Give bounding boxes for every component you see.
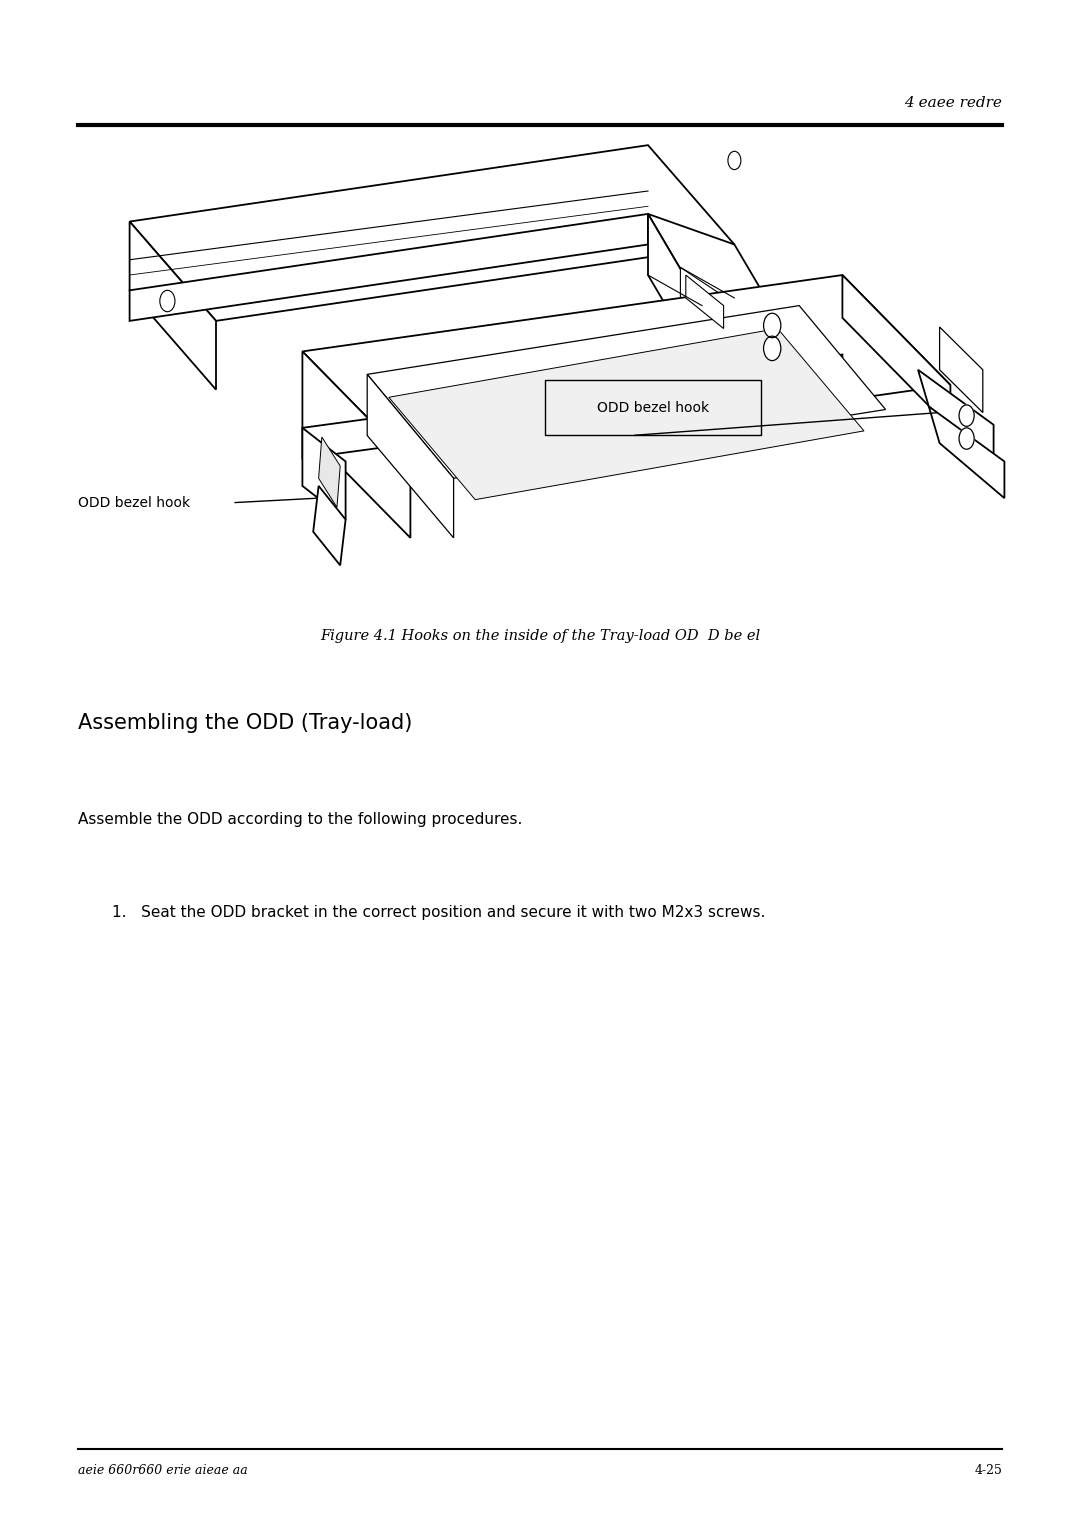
Polygon shape <box>302 428 346 520</box>
Polygon shape <box>130 222 216 390</box>
Polygon shape <box>918 370 994 461</box>
Text: ODD bezel hook: ODD bezel hook <box>597 400 710 416</box>
Polygon shape <box>842 275 950 428</box>
Text: Assemble the ODD according to the following procedures.: Assemble the ODD according to the follow… <box>78 811 522 827</box>
Circle shape <box>728 151 741 170</box>
Polygon shape <box>130 214 648 321</box>
Polygon shape <box>389 329 864 500</box>
Polygon shape <box>319 437 340 507</box>
Circle shape <box>764 336 781 361</box>
Polygon shape <box>130 145 734 321</box>
Text: aeie 660r660 erie aieae aa: aeie 660r660 erie aieae aa <box>78 1464 247 1478</box>
Polygon shape <box>940 327 983 413</box>
Circle shape <box>959 428 974 449</box>
Bar <box>545 380 761 435</box>
Circle shape <box>764 313 781 338</box>
Text: 4 eaee redre: 4 eaee redre <box>904 96 1002 110</box>
Polygon shape <box>302 351 410 538</box>
Polygon shape <box>302 354 842 458</box>
Circle shape <box>160 290 175 312</box>
Polygon shape <box>648 214 702 367</box>
Text: Assembling the ODD (Tray-load): Assembling the ODD (Tray-load) <box>78 712 413 733</box>
Polygon shape <box>302 275 950 461</box>
Polygon shape <box>313 486 346 565</box>
Text: ODD bezel hook: ODD bezel hook <box>78 495 190 510</box>
Polygon shape <box>367 306 886 478</box>
Polygon shape <box>686 275 724 329</box>
Polygon shape <box>648 214 788 336</box>
Text: 4-25: 4-25 <box>974 1464 1002 1478</box>
Text: 1.   Seat the ODD bracket in the correct position and secure it with two M2x3 sc: 1. Seat the ODD bracket in the correct p… <box>112 905 766 920</box>
Polygon shape <box>680 267 788 374</box>
Circle shape <box>959 405 974 426</box>
Polygon shape <box>929 406 1004 498</box>
Text: Figure 4.1 Hooks on the inside of the Tray-load OD  D be el: Figure 4.1 Hooks on the inside of the Tr… <box>320 628 760 643</box>
Polygon shape <box>367 374 454 538</box>
